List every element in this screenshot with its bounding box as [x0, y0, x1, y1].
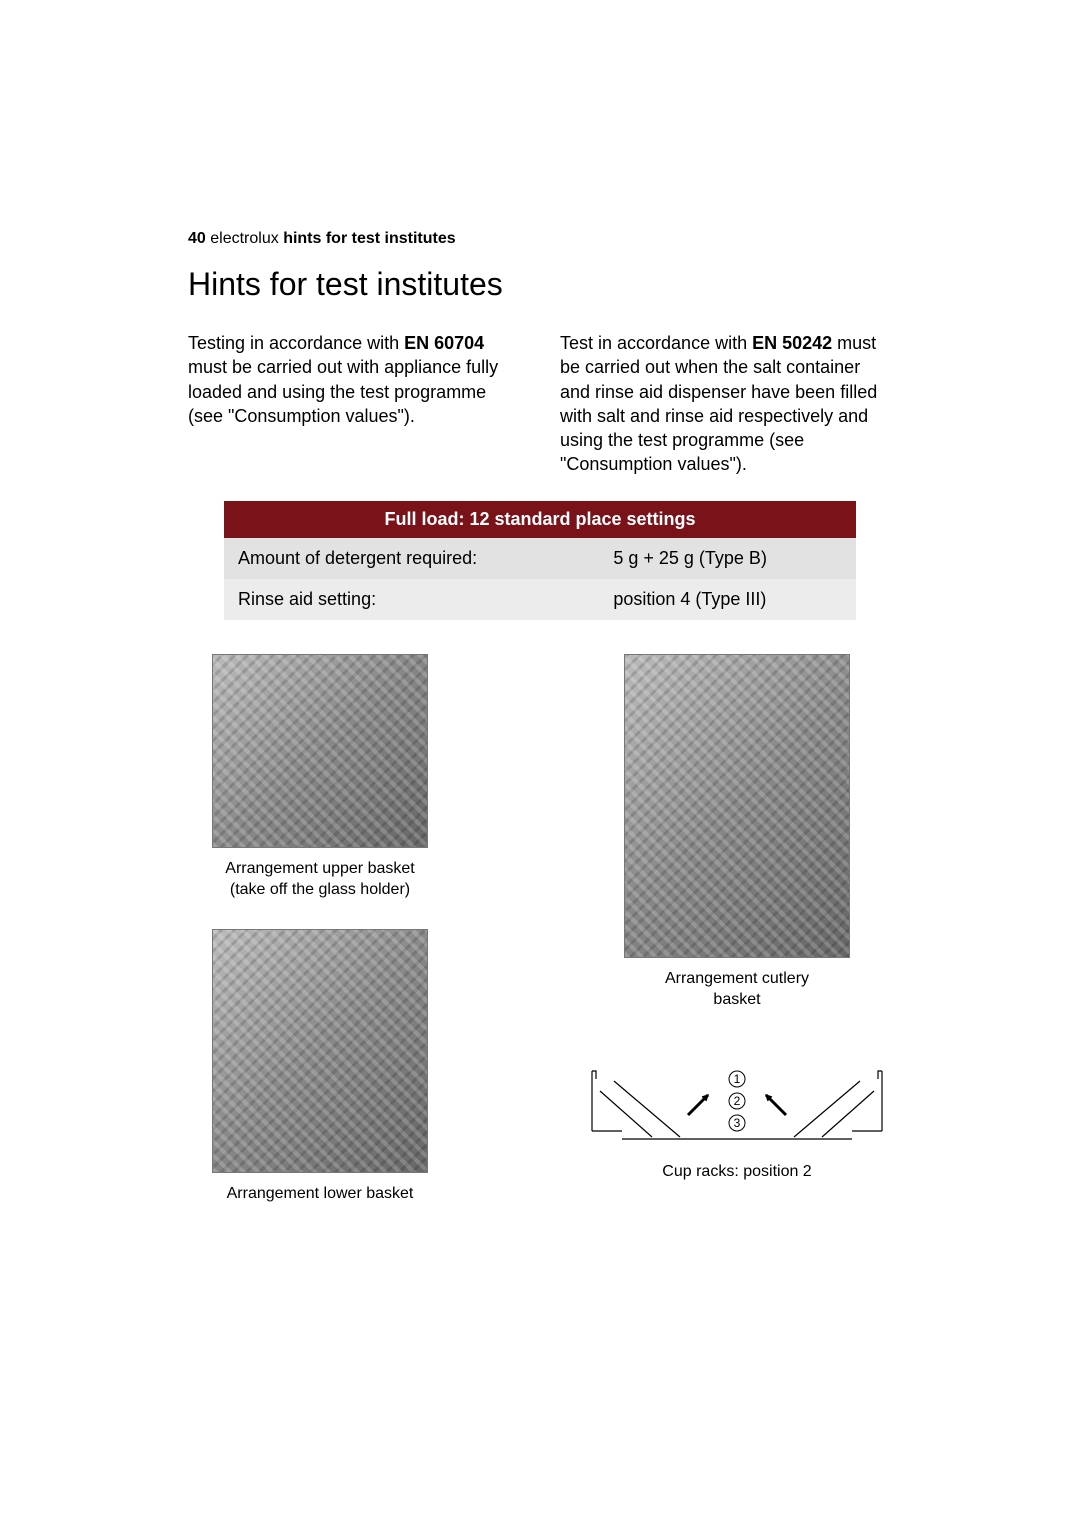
table-cell-value: 5 g + 25 g (Type B) [605, 538, 856, 579]
lower-basket-image [212, 929, 428, 1173]
cup-racks-caption: Cup racks: position 2 [662, 1161, 811, 1183]
table-header: Full load: 12 standard place settings [224, 501, 856, 538]
upper-basket-caption: Arrangement upper basket (take off the g… [225, 858, 414, 901]
intro-left-pre: Testing in accordance with [188, 333, 404, 353]
figure-upper-basket: Arrangement upper basket (take off the g… [212, 654, 428, 901]
intro-left-standard: EN 60704 [404, 333, 484, 353]
caption-line: Arrangement upper basket [225, 860, 414, 877]
intro-columns: Testing in accordance with EN 60704 must… [188, 331, 892, 477]
upper-basket-image [212, 654, 428, 848]
intro-right-standard: EN 50242 [752, 333, 832, 353]
intro-right-pre: Test in accordance with [560, 333, 752, 353]
table-header-row: Full load: 12 standard place settings [224, 501, 856, 538]
cutlery-basket-caption: Arrangement cutlery basket [665, 968, 809, 1011]
settings-table-wrap: Full load: 12 standard place settings Am… [224, 501, 856, 620]
figure-lower-basket: Arrangement lower basket [212, 901, 428, 1205]
diagram-label-2: 2 [734, 1094, 741, 1108]
lower-basket-caption: Arrangement lower basket [227, 1183, 414, 1205]
table-row: Rinse aid setting: position 4 (Type III) [224, 579, 856, 620]
brand-name: electrolux [210, 230, 278, 247]
intro-left-post: must be carried out with appliance fully… [188, 357, 498, 426]
diagram-label-1: 1 [734, 1072, 741, 1086]
figure-cutlery-basket: Arrangement cutlery basket [624, 654, 850, 1011]
table-row: Amount of detergent required: 5 g + 25 g… [224, 538, 856, 579]
page-title: Hints for test institutes [188, 266, 892, 303]
diagram-label-3: 3 [734, 1116, 741, 1130]
table-cell-value: position 4 (Type III) [605, 579, 856, 620]
caption-line: (take off the glass holder) [230, 881, 410, 898]
table-cell-label: Amount of detergent required: [224, 538, 605, 579]
figure-column-left: Arrangement upper basket (take off the g… [188, 654, 452, 1205]
figure-grid: Arrangement upper basket (take off the g… [188, 654, 892, 1205]
figure-cup-racks: 1 2 3 Cup racks: position 2 [582, 1011, 892, 1183]
page-number: 40 [188, 230, 206, 247]
intro-right-post: must be carried out when the salt contai… [560, 333, 877, 474]
caption-line: basket [713, 991, 760, 1008]
table-cell-label: Rinse aid setting: [224, 579, 605, 620]
caption-line: Arrangement cutlery [665, 970, 809, 987]
figure-column-right: Arrangement cutlery basket [582, 654, 892, 1205]
cup-racks-diagram: 1 2 3 [582, 1051, 892, 1151]
intro-left: Testing in accordance with EN 60704 must… [188, 331, 520, 477]
cutlery-basket-image [624, 654, 850, 958]
running-header: 40 electrolux hints for test institutes [188, 230, 892, 248]
section-name: hints for test institutes [283, 230, 455, 247]
intro-right: Test in accordance with EN 50242 must be… [560, 331, 892, 477]
settings-table: Full load: 12 standard place settings Am… [224, 501, 856, 620]
